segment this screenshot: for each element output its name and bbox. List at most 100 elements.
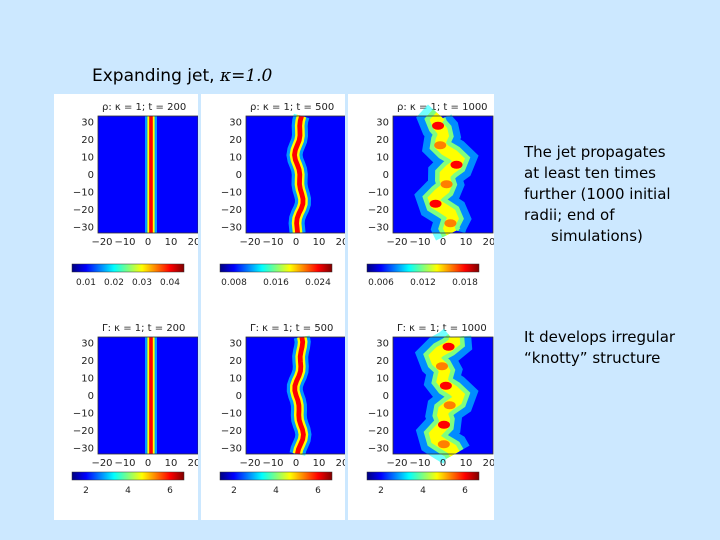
panel-label: ρ: κ = 1; t = 500 <box>250 102 334 113</box>
colorbar <box>71 471 185 481</box>
x-tick-label: −20 <box>239 237 260 248</box>
jet-knot <box>435 362 448 371</box>
colorbar <box>219 263 333 273</box>
y-tick-label: 30 <box>376 118 389 129</box>
y-tick-label: −20 <box>73 205 94 216</box>
y-tick-label: −10 <box>221 409 242 420</box>
panel-label: ρ: κ = 1; t = 1000 <box>397 102 488 113</box>
y-tick-label: 0 <box>383 391 389 402</box>
y-tick-label: 30 <box>229 118 242 129</box>
y-tick-label: 10 <box>81 153 94 164</box>
panel-label: Γ: κ = 1; t = 1000 <box>397 323 487 334</box>
colorbar-tick-label: 0.008 <box>221 278 247 288</box>
note-knotty-structure: It develops irregular “knotty” structure <box>524 327 710 369</box>
jet-knot <box>439 381 452 390</box>
note1-line: simulations) <box>551 227 643 245</box>
note2-line: It develops irregular <box>524 328 676 346</box>
jet-knot <box>444 219 457 228</box>
y-tick-label: 30 <box>376 339 389 350</box>
x-tick-label: 10 <box>460 237 473 248</box>
jet-knot <box>443 401 456 410</box>
column-separator <box>345 94 348 520</box>
colorbar-tick-label: 2 <box>378 486 384 496</box>
y-tick-label: −20 <box>221 426 242 437</box>
y-tick-label: −20 <box>368 426 389 437</box>
jet-knot <box>432 121 445 130</box>
x-tick-label: 10 <box>313 237 326 248</box>
jet-knot <box>434 141 447 150</box>
y-tick-label: 10 <box>376 374 389 385</box>
x-tick-label: −20 <box>386 458 407 469</box>
y-tick-label: −20 <box>73 426 94 437</box>
x-tick-label: −20 <box>91 237 112 248</box>
x-tick-label: 0 <box>145 458 151 469</box>
colorbar-tick-label: 6 <box>167 486 173 496</box>
x-tick-label: −10 <box>409 458 430 469</box>
y-tick-label: 30 <box>229 339 242 350</box>
colorbar-tick-label: 0.024 <box>305 278 331 288</box>
y-tick-label: −10 <box>368 188 389 199</box>
title-kappa: κ=1.0 <box>219 66 273 86</box>
y-tick-label: −10 <box>221 188 242 199</box>
x-tick-label: 20 <box>188 458 201 469</box>
x-tick-label: 0 <box>293 458 299 469</box>
panel-frame <box>392 115 494 234</box>
colorbar-tick-label: 0.04 <box>160 278 180 288</box>
x-tick-label: −20 <box>239 458 260 469</box>
y-tick-label: −10 <box>73 409 94 420</box>
colorbar <box>71 263 185 273</box>
y-tick-label: 0 <box>236 170 242 181</box>
panel-frame <box>392 336 494 455</box>
y-tick-label: 10 <box>229 153 242 164</box>
y-tick-label: 10 <box>376 153 389 164</box>
colorbar <box>366 471 480 481</box>
y-tick-label: 20 <box>229 135 242 146</box>
x-tick-label: 20 <box>336 458 349 469</box>
colorbar-tick-label: 6 <box>315 486 321 496</box>
y-tick-label: −10 <box>73 188 94 199</box>
y-tick-label: −30 <box>221 444 242 455</box>
colorbar-tick-label: 0.006 <box>368 278 394 288</box>
note2-line: “knotty” structure <box>524 349 661 367</box>
y-tick-label: 20 <box>81 356 94 367</box>
jet-core <box>428 336 466 457</box>
colorbar-tick-label: 0.03 <box>132 278 152 288</box>
jet-knot <box>429 199 442 208</box>
y-tick-label: 10 <box>81 374 94 385</box>
jet-core <box>292 115 306 234</box>
jet-knot <box>437 440 450 449</box>
x-tick-label: 0 <box>293 237 299 248</box>
y-tick-label: 20 <box>376 356 389 367</box>
colorbar-tick-label: 4 <box>420 486 426 496</box>
y-tick-label: −20 <box>221 205 242 216</box>
colorbar-tick-label: 0.02 <box>104 278 124 288</box>
panel-label: ρ: κ = 1; t = 200 <box>102 102 186 113</box>
y-tick-label: 20 <box>229 356 242 367</box>
panel-label: Γ: κ = 1; t = 500 <box>250 323 333 334</box>
y-tick-label: 20 <box>81 135 94 146</box>
x-tick-label: 0 <box>145 237 151 248</box>
note1-line: at least ten times <box>524 164 656 182</box>
x-tick-label: 20 <box>483 237 494 248</box>
x-tick-label: 20 <box>188 237 201 248</box>
x-tick-label: 10 <box>165 237 178 248</box>
x-tick-label: −10 <box>114 237 135 248</box>
jet-knot <box>440 180 453 189</box>
colorbar-tick-label: 6 <box>462 486 468 496</box>
colorbar-tick-label: 2 <box>231 486 237 496</box>
y-tick-label: 30 <box>81 339 94 350</box>
x-tick-label: 10 <box>165 458 178 469</box>
y-tick-label: −30 <box>221 223 242 234</box>
y-tick-label: −20 <box>368 205 389 216</box>
x-tick-label: −20 <box>91 458 112 469</box>
note1-line: radii; end of <box>524 206 615 224</box>
slide-title: Expanding jet, κ=1.0 <box>92 66 272 86</box>
y-tick-label: 0 <box>383 170 389 181</box>
colorbar <box>366 263 480 273</box>
note1-line: The jet propagates <box>524 143 666 161</box>
x-tick-label: 20 <box>483 458 494 469</box>
